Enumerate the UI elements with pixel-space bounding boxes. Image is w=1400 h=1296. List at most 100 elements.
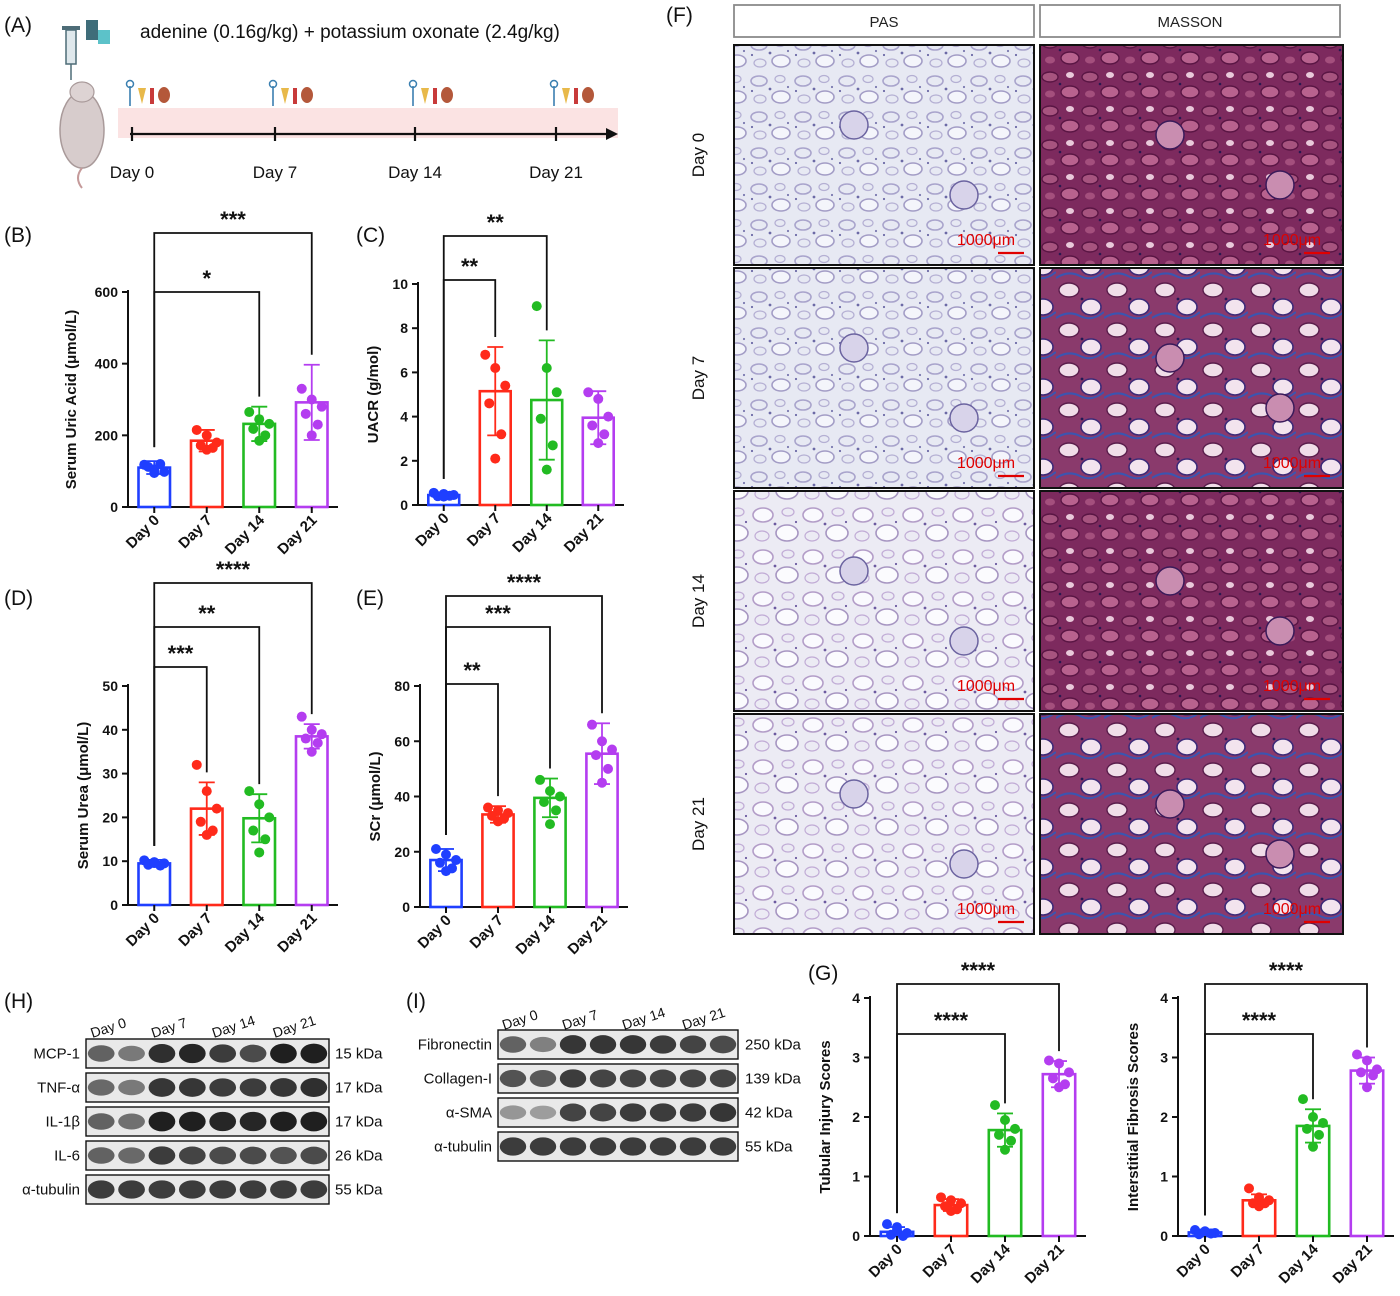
blot-band: [589, 1103, 617, 1122]
y-axis-label: UACR (g/mol): [365, 346, 382, 444]
significance-bracket: [1204, 983, 1368, 1216]
significance-bracket: [442, 235, 548, 479]
blot-band: [239, 1044, 267, 1063]
mouse-tail: [77, 167, 83, 189]
blot-band: [178, 1043, 206, 1064]
blot-band: [148, 1180, 176, 1199]
significance-label: **: [487, 210, 505, 235]
x-category-label: Day 14: [222, 511, 269, 558]
data-point: [143, 461, 154, 472]
timeline-panel: adenine (0.16g/kg) + potassium oxonate (…: [59, 20, 618, 189]
blood-tube-icon: [433, 88, 437, 104]
data-point: [597, 736, 607, 747]
y-axis-label: SCr (μmol/L): [367, 751, 384, 841]
western-blot-I: Day 0 Day 7 Day 14 Day 21 Fibronectin 250 kDa…: [418, 1004, 802, 1162]
panel-label-G: (G): [808, 962, 838, 985]
data-point: [254, 799, 265, 810]
data-point: [591, 750, 601, 761]
data-point: [431, 843, 441, 854]
data-point: [1054, 1082, 1064, 1093]
blot-band: [300, 1077, 328, 1098]
data-point: [254, 847, 265, 858]
data-point: [312, 419, 323, 430]
y-tick-label: 20: [394, 844, 410, 860]
timeline-day-label: Day 21: [529, 163, 583, 182]
x-category-label: Day 0: [866, 1241, 906, 1281]
data-point: [296, 711, 307, 722]
y-tick-label: 60: [394, 733, 410, 749]
chart-D: 0 10 20 30 40 50 Serum Urea (μmol/L) Day 0 Day 7…: [75, 557, 338, 956]
data-point: [946, 1206, 956, 1217]
glomerulus: [839, 110, 869, 140]
blood-tube-icon: [574, 88, 578, 104]
data-point: [555, 791, 565, 802]
data-point: [490, 453, 501, 464]
data-point: [248, 825, 259, 836]
glomerulus: [839, 779, 869, 809]
blot-band: [679, 1103, 707, 1122]
data-point: [201, 444, 212, 455]
panel-label-A: (A): [4, 14, 32, 37]
y-tick-label: 2: [1160, 1109, 1168, 1125]
x-category-label: Day 7: [175, 512, 215, 552]
data-point: [1368, 1070, 1378, 1081]
data-point: [264, 812, 275, 823]
blot-band: [589, 1137, 617, 1156]
blot-band: [649, 1069, 677, 1088]
glomerulus: [839, 333, 869, 363]
data-point: [1010, 1123, 1020, 1134]
y-tick-label: 4: [852, 990, 860, 1006]
data-point: [441, 849, 451, 860]
scale-bar-label: 1000μm: [957, 232, 1015, 249]
data-point: [483, 802, 493, 813]
blot-day-label: Day 0: [500, 1006, 540, 1033]
glomerulus: [1155, 566, 1185, 596]
bar: [481, 813, 515, 909]
masson-micrograph: [1039, 44, 1344, 266]
blot-band: [118, 1079, 145, 1096]
blot-band: [559, 1035, 587, 1054]
y-tick-label: 30: [102, 766, 118, 782]
x-category-label: Day 14: [1276, 1240, 1323, 1287]
significance-label: ***: [168, 641, 194, 666]
kda-label: 17 kDa: [335, 1114, 383, 1131]
y-tick-label: 2: [400, 453, 408, 469]
blot-band: [499, 1105, 527, 1120]
glomerulus: [949, 403, 979, 433]
data-point: [1000, 1144, 1010, 1155]
data-point: [593, 393, 604, 404]
blot-band: [270, 1043, 297, 1064]
blot-band: [148, 1146, 176, 1165]
significance-label: ****: [1242, 1008, 1277, 1033]
timeline-arrow: [606, 128, 618, 140]
scale-bar-label: 1000μm: [1263, 232, 1321, 249]
y-tick-label: 0: [1160, 1228, 1168, 1244]
panel-label-F: (F): [666, 4, 693, 27]
x-category-label: Day 0: [412, 510, 452, 550]
y-tick-label: 0: [402, 899, 410, 915]
glomerulus: [1155, 343, 1185, 373]
chart-C: 0 2 4 6 8 10 UACR (g/mol) Day 0 Day 7 Day 14 Day 2…: [365, 210, 624, 556]
data-point: [587, 719, 597, 730]
tube-icon: [562, 88, 570, 104]
data-point: [300, 733, 311, 744]
kda-label: 26 kDa: [335, 1148, 383, 1165]
panel-label-D: (D): [4, 587, 33, 610]
blot-band: [87, 1045, 115, 1062]
glomerulus: [839, 556, 869, 586]
kda-label: 55 kDa: [745, 1139, 793, 1156]
kda-label: 139 kDa: [745, 1071, 802, 1088]
data-point: [300, 408, 311, 419]
data-point: [1044, 1055, 1054, 1066]
x-category-label: Day 21: [274, 512, 320, 558]
blot-band: [270, 1146, 297, 1165]
significance-label: ****: [507, 570, 542, 595]
blot-band: [499, 1036, 527, 1053]
band-label: IL-1β: [46, 1114, 81, 1131]
glomerulus: [949, 180, 979, 210]
significance-bracket: [896, 983, 1060, 1214]
glomerulus: [1265, 839, 1295, 869]
blot-day-label: Day 0: [88, 1014, 128, 1041]
x-category-label: Day 0: [123, 910, 163, 950]
data-point: [244, 786, 255, 797]
